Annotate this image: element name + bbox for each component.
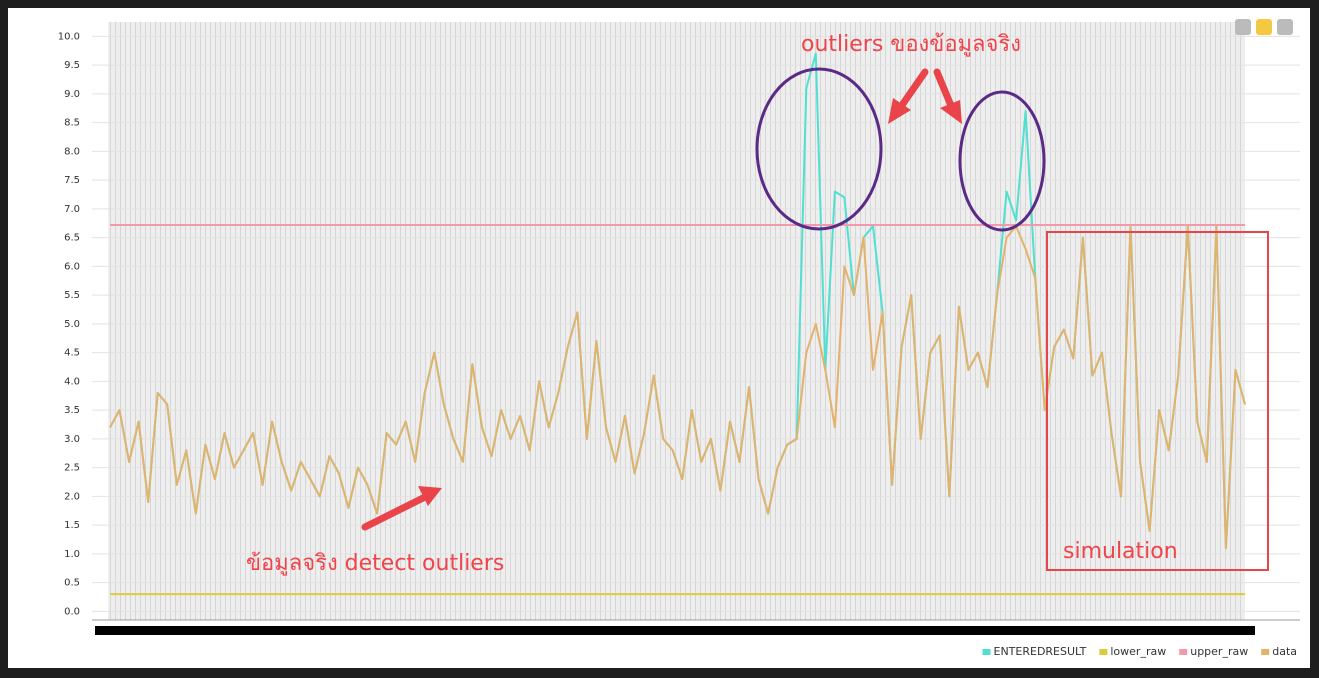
x-axis-labels	[95, 626, 1255, 635]
outlier-circle	[958, 90, 1046, 232]
y-tick-label: 7.5	[64, 175, 80, 186]
legend-swatch	[1099, 649, 1108, 655]
y-tick-label: 8.0	[64, 146, 80, 157]
legend-label: data	[1272, 645, 1297, 658]
y-tick-label: 4.0	[64, 376, 80, 387]
annotation: simulation	[1063, 539, 1178, 564]
y-tick-label: 6.5	[64, 233, 80, 244]
legend: data upper_raw lower_raw ENTEREDRESULT	[982, 645, 1297, 658]
zoom-icon[interactable]	[1235, 19, 1251, 35]
y-tick-label: 3.5	[64, 405, 80, 416]
y-tick-label: 10.0	[58, 31, 80, 42]
simulation-box	[1046, 231, 1269, 571]
y-tick-label: 7.0	[64, 204, 80, 215]
y-tick-label: 9.0	[64, 89, 80, 100]
legend-label: ENTEREDRESULT	[994, 645, 1087, 658]
y-tick-label: 2.5	[64, 463, 80, 474]
series	[109, 52, 1246, 596]
y-tick-label: 2.0	[64, 491, 80, 502]
legend-swatch	[1261, 649, 1270, 655]
legend-swatch	[982, 649, 991, 655]
y-tick-label: 1.5	[64, 520, 80, 531]
y-tick-label: 5.0	[64, 319, 80, 330]
annotation: ข้อมูลจริง detect outliers	[246, 551, 504, 576]
grid	[92, 35, 1300, 612]
y-tick-label: 0.5	[64, 578, 80, 589]
series-line	[109, 225, 1246, 550]
annotation: outliers ของข้อมูลจริง	[801, 32, 1021, 57]
legend-swatch	[1179, 649, 1188, 655]
legend-label: upper_raw	[1190, 645, 1248, 658]
plot-area	[108, 22, 1245, 620]
arrows	[361, 68, 962, 531]
y-tick-label: 4.5	[64, 348, 80, 359]
y-tick-label: 0.0	[64, 606, 80, 617]
y-tick-label: 8.5	[64, 118, 80, 129]
y-tick-label: 6.0	[64, 261, 80, 272]
y-tick-label: 1.0	[64, 549, 80, 560]
y-tick-label: 9.5	[64, 60, 80, 71]
y-tick-label: 5.5	[64, 290, 80, 301]
y-tick-label: 3.0	[64, 434, 80, 445]
legend-label: lower_raw	[1110, 645, 1166, 658]
menu-icon[interactable]	[1277, 19, 1293, 35]
alert-icon[interactable]	[1256, 19, 1272, 35]
outlier-circle	[755, 67, 883, 231]
